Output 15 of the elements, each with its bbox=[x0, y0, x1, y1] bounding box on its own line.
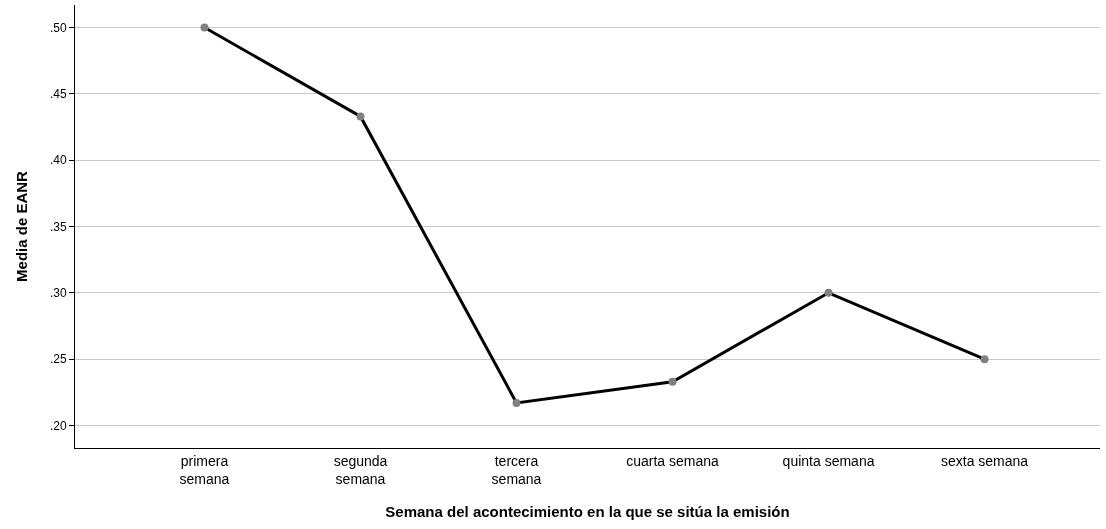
y-tick-label: .25 bbox=[49, 352, 67, 367]
x-tick-label: primera semana bbox=[179, 452, 230, 487]
x-tick-label: sexta semana bbox=[940, 452, 1029, 469]
y-tick-label: .45 bbox=[49, 87, 67, 102]
y-tick-label: .30 bbox=[49, 286, 67, 301]
x-tick-label: tercera semana bbox=[491, 452, 542, 487]
y-tick-label: .50 bbox=[49, 20, 67, 35]
x-tick-label: segunda semana bbox=[333, 452, 388, 487]
y-tick-label: .40 bbox=[49, 153, 67, 168]
x-tick-label: cuarta semana bbox=[626, 452, 720, 469]
y-axis-title: Media de EANR bbox=[13, 170, 31, 282]
x-axis-title: Semana del acontecimiento en la que se sitúa la emisión bbox=[385, 503, 790, 520]
y-tick-label: .20 bbox=[49, 418, 67, 433]
x-tick-label: quinta semana bbox=[782, 452, 875, 469]
y-tick-label: .35 bbox=[49, 219, 67, 234]
